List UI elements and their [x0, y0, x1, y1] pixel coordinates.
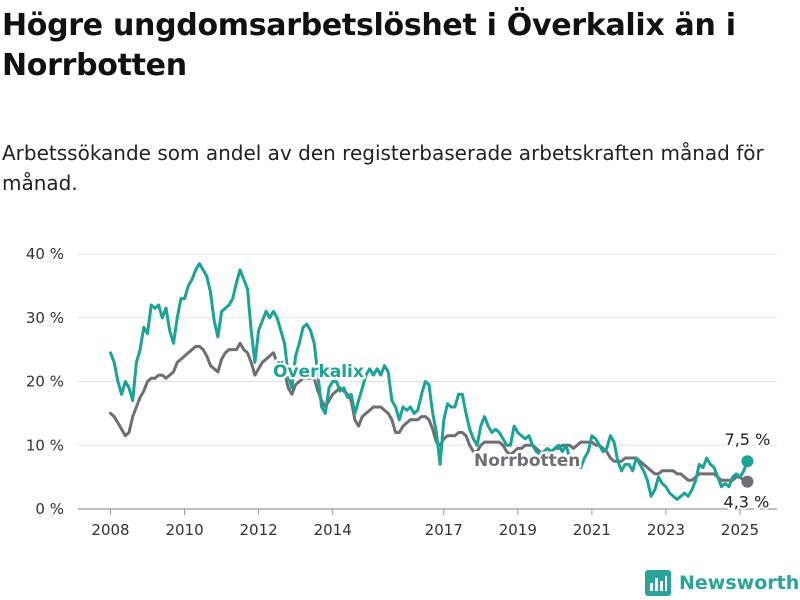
newsworthy-logo: Newsworthy: [645, 568, 800, 598]
y-tick-label: 10 %: [26, 436, 64, 454]
y-tick-label: 0 %: [35, 500, 64, 518]
series-line-overkalix: [109, 262, 749, 501]
series-label-overkalix: Överkalix: [273, 360, 364, 382]
x-tick-label: 2008: [91, 521, 129, 539]
y-tick-label: 40 %: [26, 245, 64, 263]
bar-chart-logo-icon: [645, 570, 671, 596]
x-tick-label: 2019: [499, 521, 537, 539]
brand-name: Newsworthy: [679, 572, 800, 594]
x-tick-label: 2010: [165, 521, 203, 539]
chart-subtitle: Arbetssökande som andel av den registerb…: [2, 141, 764, 195]
y-tick-label: 30 %: [26, 309, 64, 327]
end-point-norrbotten: [741, 475, 754, 488]
end-label-norrbotten: 4,3 %: [724, 493, 770, 512]
chart-title: Högre ungdomsarbetslöshet i Överkalix än…: [2, 8, 736, 83]
series-line-norrbotten: [109, 341, 749, 484]
end-point-overkalix: [741, 455, 754, 468]
y-tick-label: 20 %: [26, 373, 64, 391]
x-tick-label: 2023: [647, 521, 685, 539]
x-tick-label: 2025: [721, 521, 759, 539]
end-label-overkalix: 7,5 %: [725, 430, 771, 449]
x-tick-label: 2017: [425, 521, 463, 539]
x-tick-label: 2021: [573, 521, 611, 539]
x-tick-label: 2012: [240, 521, 278, 539]
x-tick-label: 2014: [314, 521, 352, 539]
series-label-norrbotten: Norrbotten: [474, 451, 580, 471]
